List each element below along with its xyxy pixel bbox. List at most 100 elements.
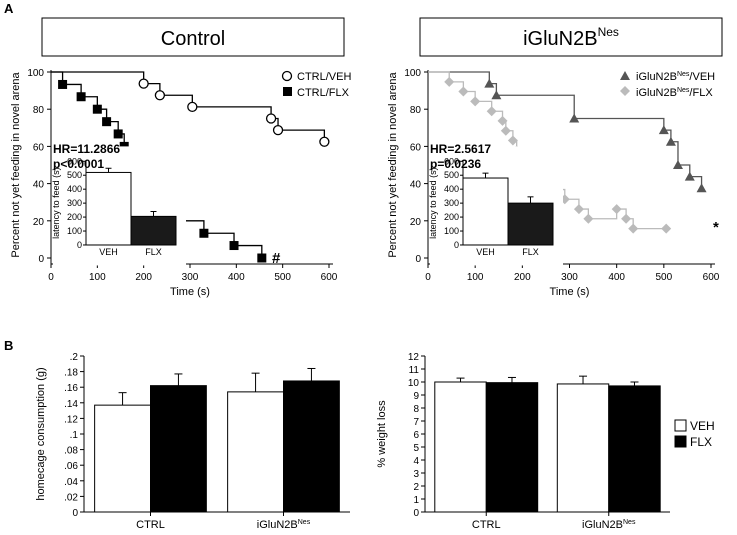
bar-ctrl-veh bbox=[94, 404, 151, 513]
control-legend: CTRL/VEH CTRL/FLX bbox=[281, 70, 351, 99]
inset-y-tick-label: 100 bbox=[444, 226, 459, 236]
inset-y-tick-label: 0 bbox=[454, 240, 459, 250]
y-axis-label: Percent not yet feeding in novel arena bbox=[10, 71, 22, 257]
y-tick-label: 9 bbox=[413, 391, 419, 402]
legend-veh-label: VEH bbox=[690, 419, 715, 433]
data-point-1 bbox=[507, 135, 518, 146]
y-tick-label: .02 bbox=[64, 492, 78, 503]
inset-category-label: VEH bbox=[99, 247, 118, 257]
data-point-0 bbox=[272, 124, 284, 136]
legend-iglun2b-veh-label: iGluN2BNes/VEH bbox=[636, 71, 715, 83]
bar-iglun2b-flx bbox=[283, 380, 340, 513]
y-tick-label: 100 bbox=[27, 68, 44, 79]
y-tick-label: .04 bbox=[64, 477, 78, 488]
y-axis-label: Percent not yet feeding in novel arena bbox=[387, 71, 399, 257]
x-tick-label: 0 bbox=[48, 272, 54, 283]
x-tick-label: 200 bbox=[514, 272, 531, 283]
legend-flx-label: FLX bbox=[690, 435, 712, 449]
control-p-text: p<0.0001 bbox=[53, 157, 104, 171]
iglun2b-hr-text: HR=2.5617 bbox=[430, 142, 491, 156]
x-tick-label: 300 bbox=[561, 272, 578, 283]
y-tick-label: 6 bbox=[413, 430, 419, 441]
data-point-1 bbox=[573, 204, 584, 215]
data-point-1 bbox=[497, 115, 508, 126]
data-point-0 bbox=[684, 171, 695, 181]
y-tick-label: .14 bbox=[64, 399, 78, 410]
data-point-1 bbox=[486, 106, 497, 117]
x-tick-label: 100 bbox=[467, 272, 484, 283]
y-tick-label: 12 bbox=[408, 352, 420, 363]
data-point-0 bbox=[265, 113, 277, 124]
inset-y-tick-label: 200 bbox=[444, 212, 459, 222]
y-tick-label: 3 bbox=[413, 469, 419, 480]
data-point-1 bbox=[458, 86, 469, 97]
y-tick-label: .06 bbox=[64, 461, 78, 472]
y-tick-label: 10 bbox=[408, 378, 420, 389]
category-label: iGluN2BNes bbox=[582, 519, 636, 531]
inset-category-label: FLX bbox=[145, 247, 162, 257]
data-point-0 bbox=[672, 160, 683, 169]
y-tick-label: 60 bbox=[410, 142, 422, 153]
inset-y-tick-label: 400 bbox=[67, 184, 82, 194]
data-point-1 bbox=[611, 204, 622, 215]
y-tick-label: 20 bbox=[410, 217, 422, 228]
data-point-1 bbox=[199, 228, 209, 238]
y-axis-label: homecage consumption (g) bbox=[35, 367, 47, 500]
inset-category-label: VEH bbox=[476, 247, 495, 257]
data-point-0 bbox=[696, 183, 707, 193]
y-tick-label: 7 bbox=[413, 417, 419, 428]
y-tick-label: .08 bbox=[64, 446, 78, 457]
inset-bar-flx bbox=[130, 215, 177, 246]
legend-veh-swatch bbox=[674, 419, 687, 432]
homecage-bar-chart: 0 .02 .04 .06 .08 .1 .12 .14 .16 .18 .2 homecage co… bbox=[35, 352, 350, 531]
data-point-1 bbox=[500, 125, 511, 136]
data-point-1 bbox=[102, 117, 112, 127]
category-label: CTRL bbox=[136, 519, 165, 531]
y-tick-label: .1 bbox=[70, 430, 79, 441]
legend-iglun2b-flx-label: iGluN2BNes/FLX bbox=[636, 87, 713, 99]
legend-triangle-marker bbox=[620, 71, 630, 80]
inset-y-tick-label: 600 bbox=[67, 156, 82, 166]
y-tick-label: 1 bbox=[413, 495, 419, 506]
legend-filled-square-marker bbox=[283, 87, 292, 96]
inset-y-tick-label: 600 bbox=[444, 156, 459, 166]
inset-y-tick-label: 0 bbox=[77, 240, 82, 250]
bar-ctrl-veh bbox=[434, 381, 487, 513]
panel-b-legend: VEH FLX bbox=[674, 419, 715, 449]
data-point-0 bbox=[658, 125, 669, 135]
data-point-0 bbox=[484, 78, 495, 88]
y-tick-label: 4 bbox=[413, 456, 419, 467]
legend-flx-swatch bbox=[674, 435, 687, 448]
y-tick-label: 0 bbox=[413, 508, 419, 519]
data-point-1 bbox=[621, 213, 632, 224]
x-tick-label: 600 bbox=[703, 272, 720, 283]
y-tick-label: 40 bbox=[33, 180, 45, 191]
y-tick-label: .16 bbox=[64, 383, 78, 394]
legend-ctrl-veh-label: CTRL/VEH bbox=[297, 71, 351, 83]
data-point-1 bbox=[583, 213, 594, 224]
y-tick-label: 11 bbox=[409, 365, 420, 376]
y-tick-label: 0 bbox=[415, 254, 421, 265]
legend-open-circle-marker bbox=[281, 70, 293, 82]
bar-iglun2b-veh bbox=[227, 391, 284, 513]
inset-y-tick-label: 200 bbox=[67, 212, 82, 222]
data-point-0 bbox=[569, 113, 580, 123]
y-tick-label: 0 bbox=[38, 254, 44, 265]
panel-label-a: A bbox=[4, 1, 14, 16]
y-tick-label: 100 bbox=[404, 68, 421, 79]
x-tick-label: 600 bbox=[321, 272, 338, 283]
y-tick-label: .18 bbox=[64, 368, 78, 379]
data-point-1 bbox=[58, 79, 68, 89]
inset-y-tick-label: 400 bbox=[444, 184, 459, 194]
data-point-1 bbox=[444, 76, 455, 87]
y-tick-label: 5 bbox=[413, 443, 419, 454]
x-tick-label: 400 bbox=[608, 272, 625, 283]
y-tick-label: 0 bbox=[72, 508, 78, 519]
y-axis-label: % weight loss bbox=[376, 400, 388, 468]
data-point-0 bbox=[491, 90, 502, 100]
y-tick-label: 8 bbox=[413, 404, 419, 415]
x-tick-label: 100 bbox=[89, 272, 106, 283]
y-tick-label: 2 bbox=[413, 482, 419, 493]
iglun2b-p-text: p=0.0236 bbox=[430, 157, 481, 171]
